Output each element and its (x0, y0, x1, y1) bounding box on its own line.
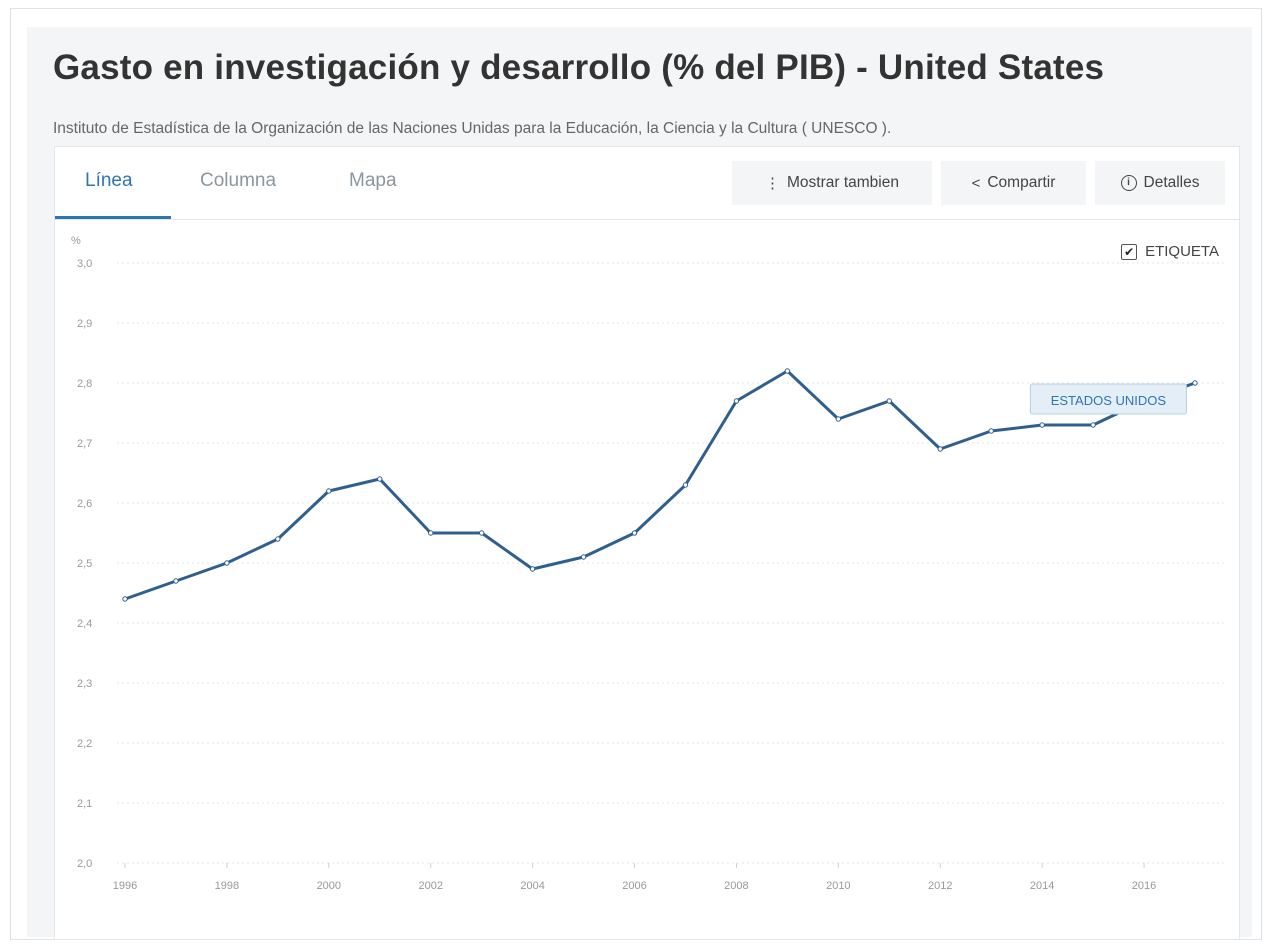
data-point[interactable] (377, 476, 383, 482)
data-point[interactable] (784, 368, 791, 374)
y-tick-label: 2,6 (77, 498, 92, 510)
y-tick-label: 2,2 (77, 738, 92, 750)
show-also-label: Mostrar tambien (787, 174, 899, 191)
data-point[interactable] (224, 560, 230, 566)
tab-map[interactable]: Mapa (349, 170, 397, 191)
data-point[interactable] (122, 596, 128, 602)
x-tick-label: 2006 (622, 880, 646, 892)
data-point[interactable] (733, 398, 740, 404)
page-title: Gasto en investigación y desarrollo (% d… (53, 48, 1105, 87)
share-button[interactable]: < Compartir (941, 161, 1086, 205)
share-icon: < (971, 174, 981, 192)
y-tick-label: 2,3 (77, 678, 92, 690)
series-label: ESTADOS UNIDOS (1051, 393, 1167, 408)
label-toggle-text: ETIQUETA (1145, 243, 1219, 260)
data-point[interactable] (1192, 380, 1198, 386)
y-tick-label: 3,0 (77, 258, 92, 270)
x-tick-label: 2010 (826, 880, 850, 892)
x-tick-label: 2008 (724, 880, 748, 892)
tab-column[interactable]: Columna (200, 170, 277, 191)
data-point[interactable] (326, 488, 332, 494)
y-axis-unit: % (71, 235, 81, 247)
data-point[interactable] (478, 530, 485, 536)
y-tick-label: 2,0 (77, 858, 92, 870)
data-point[interactable] (428, 530, 434, 536)
data-point[interactable] (886, 398, 892, 404)
chart-card: Línea Columna Mapa ⋮ Mostrar tambien < C… (54, 146, 1240, 940)
x-tick-label: 2016 (1132, 880, 1156, 892)
chart-tabs: Línea Columna Mapa ⋮ Mostrar tambien < C… (55, 147, 1239, 220)
data-point[interactable] (835, 416, 842, 422)
data-point[interactable] (529, 566, 536, 572)
y-tick-label: 2,4 (77, 618, 92, 630)
x-tick-label: 1996 (113, 880, 137, 892)
x-axis-ticks: 1996 1998 2000 2002 2004 2006 2008 2010 2012 2014… (113, 863, 1156, 892)
x-tick-label: 2002 (418, 880, 442, 892)
x-tick-label: 2012 (928, 880, 952, 892)
data-point[interactable] (682, 482, 689, 488)
y-tick-label: 2,8 (77, 378, 92, 390)
series-line[interactable] (124, 369, 1196, 601)
y-tick-label: 2,5 (77, 558, 92, 570)
label-toggle[interactable]: ✔ ETIQUETA (1121, 243, 1219, 260)
y-axis-ticks: 2,0 2,1 2,2 2,3 2,4 2,5 2,6 2,7 2,8 2,9 3,0 (77, 258, 92, 870)
data-point[interactable] (275, 536, 281, 542)
details-label: Detalles (1143, 174, 1200, 191)
data-point[interactable] (1039, 422, 1045, 428)
y-tick-label: 2,1 (77, 798, 92, 810)
data-point[interactable] (580, 554, 587, 560)
show-also-button[interactable]: ⋮ Mostrar tambien (732, 161, 932, 205)
y-tick-label: 2,9 (77, 318, 92, 330)
data-point[interactable] (173, 578, 179, 584)
share-label: Compartir (987, 174, 1056, 191)
x-tick-label: 2014 (1030, 880, 1054, 892)
checkbox-checked-icon[interactable]: ✔ (1121, 243, 1138, 260)
data-point[interactable] (937, 446, 943, 452)
x-tick-label: 2000 (317, 880, 341, 892)
tab-line[interactable]: Línea (85, 170, 133, 191)
x-tick-label: 1998 (215, 880, 239, 892)
data-point[interactable] (631, 530, 638, 536)
details-button[interactable]: i Detalles (1095, 161, 1225, 205)
series-label-box (1029, 383, 1187, 415)
line-chart: 2,02,12,22,32,42,52,62,72,82,93,0 1996 19… (71, 235, 1225, 892)
grid (117, 262, 1225, 864)
data-source[interactable]: Instituto de Estadística de la Organizac… (53, 120, 892, 137)
data-point[interactable] (1090, 422, 1096, 428)
info-icon: i (1120, 175, 1137, 191)
more-vertical-icon: ⋮ (765, 174, 780, 192)
data-point[interactable] (988, 428, 994, 434)
active-tab-indicator (55, 216, 171, 219)
y-tick-label: 2,7 (77, 438, 92, 450)
series: ESTADOS UNIDOS (122, 368, 1198, 602)
x-tick-label: 2004 (520, 880, 544, 892)
